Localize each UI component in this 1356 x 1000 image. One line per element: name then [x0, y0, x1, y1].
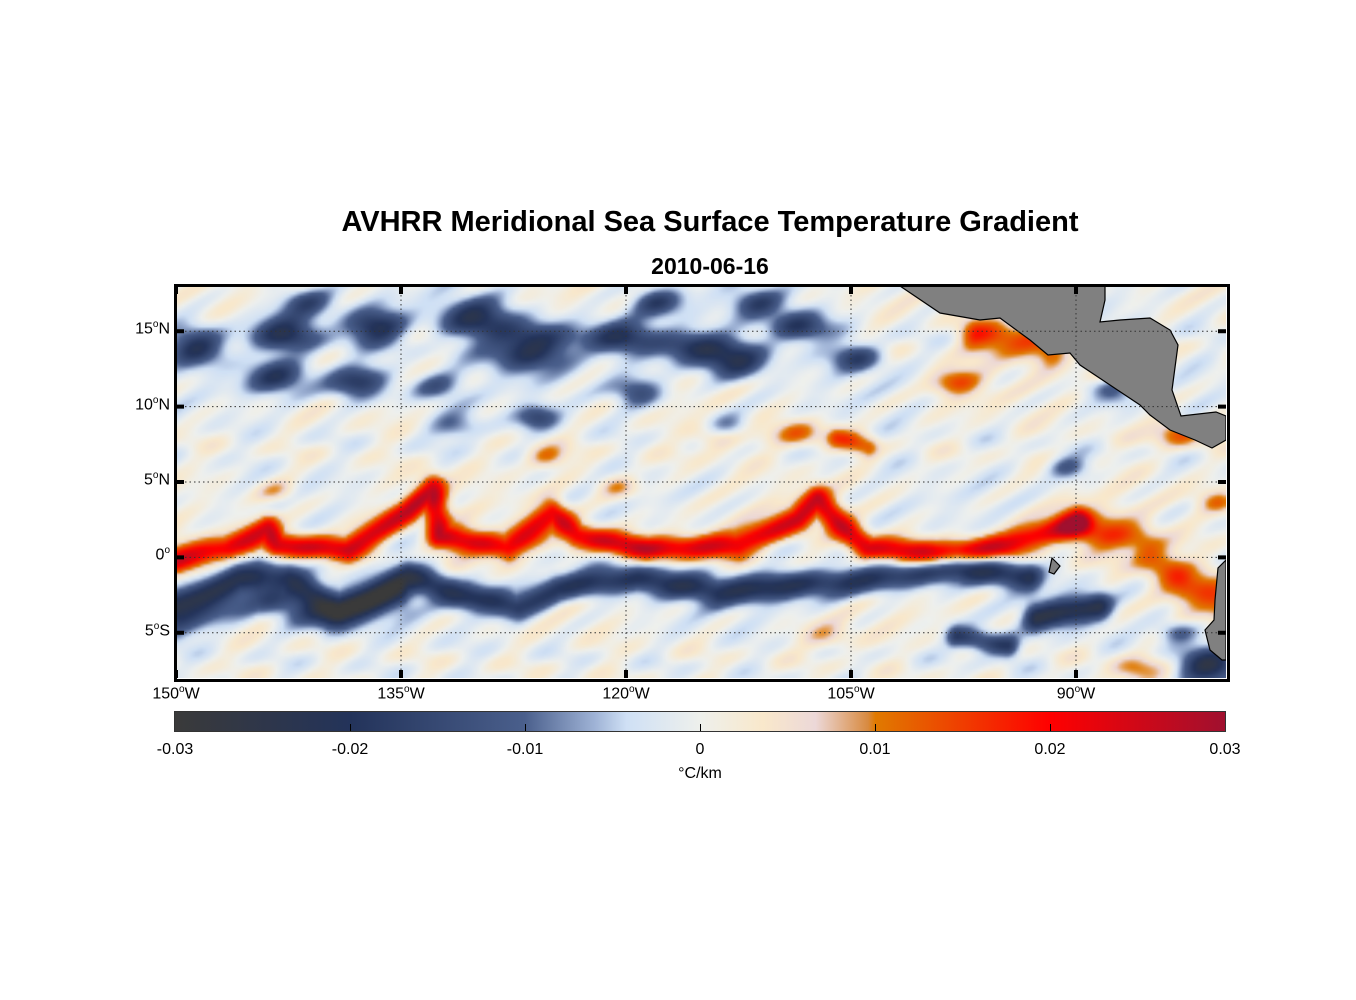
degree-symbol: o [179, 684, 185, 695]
tick-mark [176, 286, 178, 294]
degree-symbol: o [152, 319, 159, 331]
tick-mark [1218, 555, 1226, 560]
colorbar-label: °C/km [678, 765, 722, 782]
degree-symbol: o [404, 684, 410, 695]
hemisphere: W [409, 685, 425, 703]
hemisphere: W [634, 685, 650, 703]
y-tick-label: 0o [156, 545, 170, 564]
colorbar-tick [525, 724, 526, 731]
tick-mark [1074, 670, 1078, 678]
x-tick-label: 105oW [827, 684, 874, 703]
tick-value: 15 [135, 320, 153, 338]
tick-mark [624, 670, 628, 678]
hemisphere: W [184, 685, 200, 703]
tick-mark [1218, 404, 1226, 409]
hemisphere: S [159, 622, 170, 640]
y-tick-label: 5oS [145, 621, 170, 640]
colorbar-tick-label: -0.01 [506, 741, 544, 758]
map-plot-area [176, 286, 1226, 678]
tick-mark [1218, 480, 1226, 484]
degree-symbol: o [153, 620, 160, 632]
y-tick-label: 5oN [144, 470, 170, 489]
colorbar-tick-label: 0.01 [859, 741, 891, 758]
x-tick-label: 90oW [1057, 684, 1095, 703]
tick-value: 90 [1056, 685, 1075, 703]
hemisphere: N [158, 320, 170, 338]
degree-symbol: o [1074, 684, 1081, 695]
map-overlay [176, 286, 1226, 678]
colorbar-tick [350, 724, 351, 731]
chart-subtitle: 2010-06-16 [651, 253, 769, 279]
tick-mark [176, 630, 184, 635]
tick-value: 5 [143, 471, 153, 489]
colorbar-tick-label: 0.03 [1209, 741, 1241, 758]
tick-mark [176, 404, 184, 409]
hemisphere: N [158, 395, 170, 413]
colorbar-tick [875, 724, 876, 731]
x-tick-label: 150oW [152, 684, 199, 703]
degree-symbol: o [152, 394, 159, 406]
x-tick-label: 120oW [602, 684, 649, 703]
colorbar-tick-label: 0 [695, 741, 705, 758]
y-tick-label: 10oN [135, 395, 170, 414]
colorbar-tick [1050, 724, 1051, 731]
tick-mark [849, 670, 853, 678]
degree-symbol: o [152, 470, 159, 481]
tick-mark [399, 286, 403, 294]
central-america-landmass [898, 286, 1226, 449]
degree-symbol: o [164, 545, 170, 557]
tick-mark [1074, 286, 1078, 294]
tick-value: 0 [155, 546, 165, 564]
tick-value: 150 [152, 685, 180, 703]
tick-value: 5 [144, 622, 154, 640]
degree-symbol: o [854, 684, 860, 695]
galapagos-island [1048, 556, 1061, 575]
hemisphere: W [1080, 685, 1096, 703]
tick-mark [176, 329, 184, 334]
hemisphere: W [859, 685, 875, 703]
colorbar-tick-label: -0.03 [156, 741, 194, 758]
x-tick-label: 135oW [377, 684, 424, 703]
chart-title: AVHRR Meridional Sea Surface Temperature… [341, 206, 1079, 238]
tick-value: 135 [377, 685, 405, 703]
hemisphere: N [158, 471, 170, 489]
colorbar [174, 711, 1226, 732]
south-america-landmass [1204, 559, 1226, 661]
tick-mark [624, 286, 628, 294]
tick-mark [176, 555, 184, 560]
tick-value: 120 [602, 685, 630, 703]
colorbar-tick [700, 724, 701, 731]
degree-symbol: o [629, 684, 635, 695]
tick-mark [176, 480, 184, 484]
tick-mark [1218, 329, 1226, 334]
tick-value: 105 [827, 685, 855, 703]
tick-mark [176, 670, 178, 678]
tick-mark [1218, 630, 1226, 635]
tick-mark [399, 670, 403, 678]
colorbar-tick-label: 0.02 [1034, 741, 1066, 758]
tick-mark [849, 286, 853, 294]
y-tick-label: 15oN [135, 319, 170, 338]
tick-value: 10 [135, 395, 153, 413]
colorbar-tick-label: -0.02 [331, 741, 369, 758]
